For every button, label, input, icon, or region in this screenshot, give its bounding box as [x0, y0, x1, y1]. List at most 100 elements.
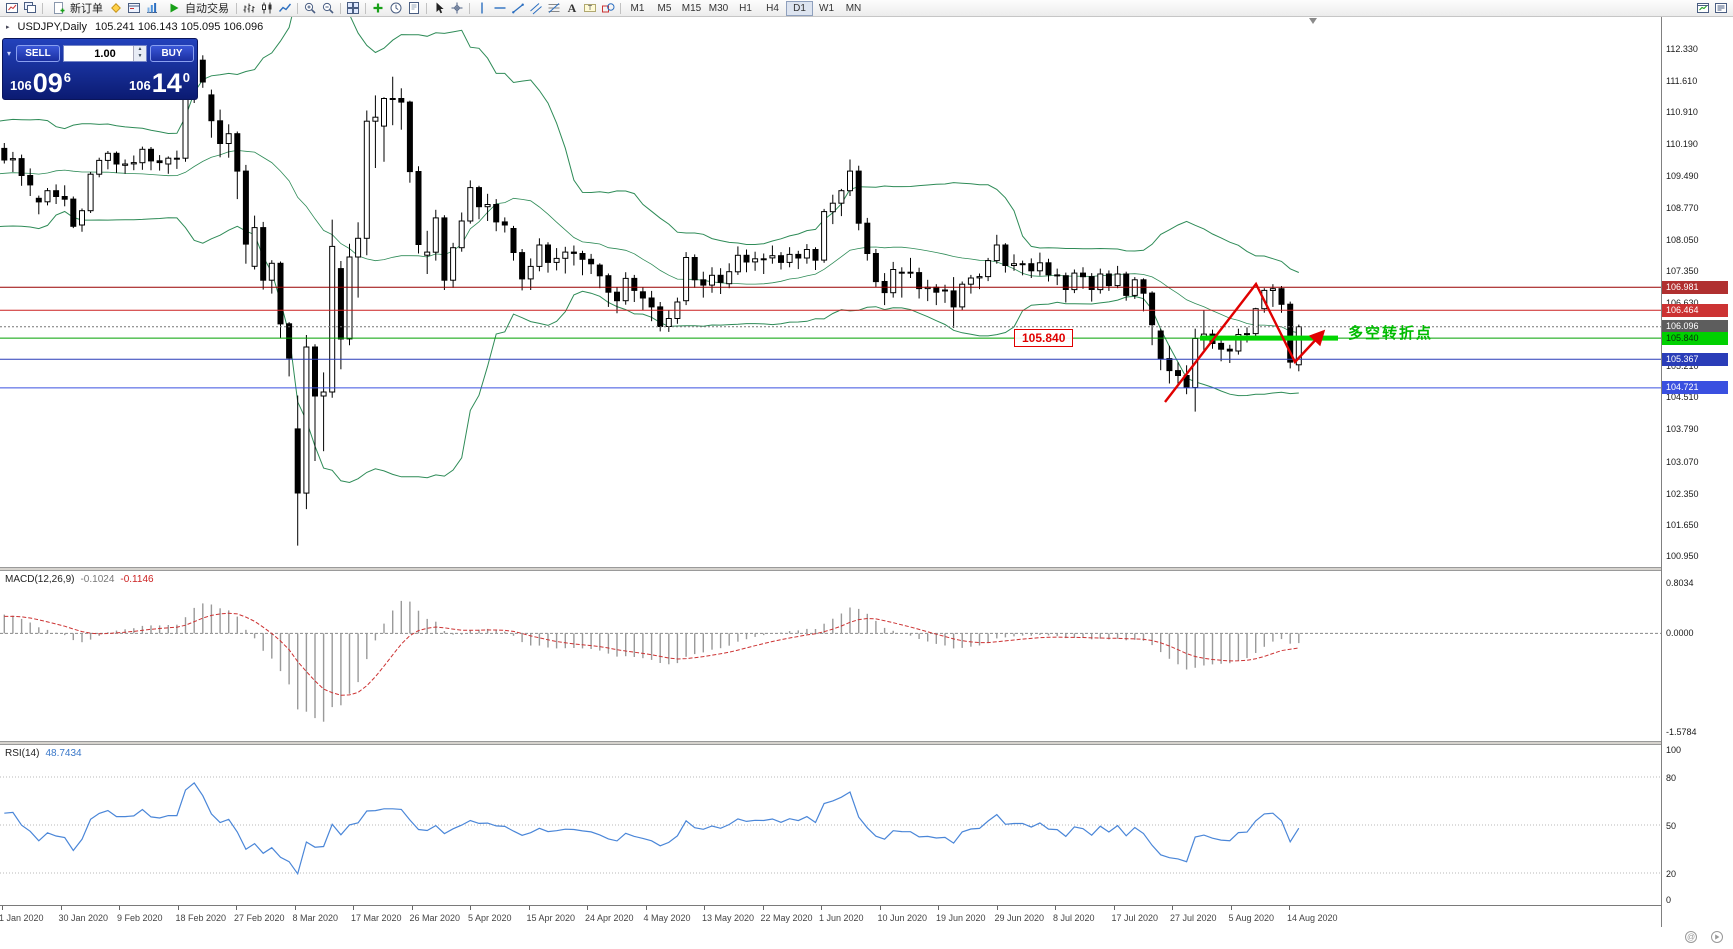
price-axis-label: 103.070 — [1666, 456, 1699, 467]
vertical-line-icon[interactable] — [473, 1, 491, 16]
channel-icon[interactable] — [527, 1, 545, 16]
timeframe-M15[interactable]: M15 — [681, 2, 702, 14]
time-tick — [1055, 906, 1056, 910]
terminal-icon[interactable] — [125, 1, 143, 16]
lot-size-field[interactable]: 1.00 ▲ ▼ — [63, 44, 147, 62]
symbol-label: USDJPY,Daily — [17, 21, 88, 33]
time-tick — [938, 906, 939, 910]
horizontal-line-icon[interactable] — [491, 1, 509, 16]
timeframe-D1[interactable]: D1 — [786, 0, 813, 16]
price-tag-105.367: 105.367 — [1662, 352, 1728, 366]
at-icon[interactable]: @ — [1683, 929, 1699, 945]
chart-area[interactable]: ▸ USDJPY,Daily 105.241 106.143 105.095 1… — [0, 17, 1733, 946]
timeframe-H4[interactable]: H4 — [766, 2, 779, 14]
time-tick — [60, 906, 62, 910]
bar-chart-icon[interactable] — [240, 1, 258, 16]
time-tick — [177, 906, 179, 910]
chart-header: ▸ USDJPY,Daily 105.241 106.143 105.095 1… — [6, 21, 263, 33]
macd-canvas[interactable] — [0, 571, 1661, 741]
support-highlight[interactable] — [1200, 335, 1338, 341]
price-axis-label: 102.350 — [1666, 488, 1699, 499]
date-label: 17 Jul 2020 — [1111, 913, 1159, 923]
time-axis[interactable]: 21 Jan 2020 30 Jan 2020 9 Feb 2020 18 Feb 2… — [0, 905, 1733, 927]
new-order-button[interactable]: 新订单 — [46, 1, 107, 16]
price-axis-label: 111.610 — [1666, 76, 1698, 87]
timeframe-M30[interactable]: M30 — [708, 2, 729, 14]
time-tick — [2, 906, 3, 910]
date-label: 18 Feb 2020 — [175, 913, 227, 923]
price-axis-label: 109.490 — [1666, 170, 1699, 181]
svg-text:T: T — [588, 5, 593, 12]
tile-windows-icon[interactable] — [344, 1, 362, 16]
date-label: 24 Apr 2020 — [585, 913, 634, 923]
crosshair-icon[interactable] — [448, 1, 466, 16]
lot-decrease-button[interactable]: ▼ — [134, 53, 146, 61]
time-tick — [236, 906, 237, 910]
metaeditor-icon[interactable] — [107, 1, 125, 16]
jump-to-end-icon[interactable] — [1709, 929, 1725, 945]
indicators-icon[interactable] — [369, 1, 387, 16]
line-chart-icon[interactable] — [276, 1, 294, 16]
date-label: 19 Jun 2020 — [936, 913, 986, 923]
price-axis-label: 110.190 — [1666, 139, 1698, 150]
macd-label: MACD(12,26,9) -0.1024 -0.1146 — [5, 574, 154, 585]
date-label: 8 Mar 2020 — [292, 913, 339, 923]
date-label: 13 May 2020 — [702, 913, 755, 923]
trendline-icon[interactable] — [509, 1, 527, 16]
date-label: 10 Jun 2020 — [877, 913, 928, 923]
toolbar-separator — [42, 2, 43, 14]
trend-arrow[interactable] — [1164, 281, 1326, 403]
zoom-in-icon[interactable] — [301, 1, 319, 16]
chart-window-icon[interactable] — [1694, 1, 1712, 16]
time-tick — [470, 906, 471, 910]
pane-separator[interactable] — [0, 741, 1733, 745]
timeframe-W1[interactable]: W1 — [819, 2, 834, 14]
price-axis-label: 110.910 — [1666, 107, 1698, 118]
new-chart-icon[interactable] — [3, 1, 21, 16]
order-page-icon — [50, 1, 68, 16]
periods-icon[interactable] — [387, 1, 405, 16]
macd-histogram — [3, 600, 1300, 722]
price-level-annotation[interactable]: 105.840 — [1014, 329, 1074, 347]
timeframe-M1[interactable]: M1 — [630, 2, 645, 14]
price-tag-106.464: 106.464 — [1662, 303, 1728, 317]
rsi-axis-label: 100 — [1666, 745, 1682, 755]
rsi-line — [4, 782, 1300, 876]
chart-shift-marker-icon[interactable] — [1309, 18, 1317, 24]
chart-profiles-icon[interactable] — [21, 1, 39, 16]
rsi-canvas[interactable] — [0, 745, 1661, 905]
collapse-panel-icon[interactable]: ▾ — [6, 48, 11, 58]
lot-increase-button[interactable]: ▲ — [134, 45, 146, 53]
cursor-icon[interactable] — [430, 1, 448, 16]
text-icon[interactable]: A — [563, 1, 581, 16]
main-chart-canvas[interactable] — [0, 17, 1661, 567]
timeframe-H1[interactable]: H1 — [739, 2, 752, 14]
rsi-axis-label: 0 — [1666, 895, 1672, 905]
fibonacci-icon[interactable] — [545, 1, 563, 16]
time-tick — [821, 906, 822, 910]
turning-point-annotation[interactable]: 多空转折点 — [1348, 325, 1434, 342]
sell-button[interactable]: SELL — [16, 44, 60, 62]
strategy-tester-icon[interactable] — [143, 1, 161, 16]
text-label-icon[interactable]: T — [581, 1, 599, 16]
pane-separator[interactable] — [0, 567, 1733, 571]
timeframe-MN[interactable]: MN — [845, 2, 862, 14]
autotrading-button[interactable]: 自动交易 — [161, 1, 233, 16]
macd-axis-label: 0.0000 — [1666, 628, 1694, 639]
time-tick — [1230, 906, 1232, 910]
toolbar-separator — [620, 2, 621, 14]
price-axis-label: 106.630 — [1666, 298, 1699, 308]
window-list-icon[interactable] — [1712, 1, 1730, 16]
buy-button[interactable]: BUY — [150, 44, 194, 62]
price-axis[interactable]: 112.330 111.610 110.910 110.190 109.490 108.7… — [1661, 17, 1733, 927]
candlestick-chart-icon[interactable] — [258, 1, 276, 16]
shapes-icon[interactable] — [599, 1, 617, 16]
price-tag-106.096: 106.096 — [1662, 320, 1728, 334]
timeframe-M5[interactable]: M5 — [657, 2, 672, 14]
templates-icon[interactable] — [405, 1, 423, 16]
zoom-out-icon[interactable] — [319, 1, 337, 16]
price-axis-label: 108.770 — [1666, 202, 1699, 213]
date-label: 27 Feb 2020 — [234, 913, 285, 923]
macd-axis-label: 0.8034 — [1666, 578, 1694, 588]
time-tick — [645, 906, 647, 910]
